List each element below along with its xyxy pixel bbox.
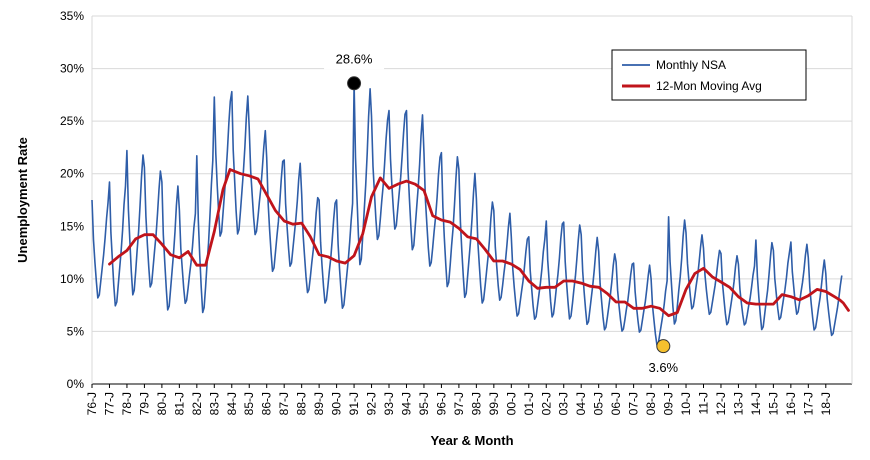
x-tick-label: 83-J: [207, 392, 221, 415]
y-tick-label: 20%: [60, 167, 84, 181]
y-tick-label: 30%: [60, 62, 84, 76]
x-tick-label: 99-J: [487, 392, 501, 415]
x-tick-label: 16-J: [784, 392, 798, 415]
peak-label-background: [324, 49, 385, 70]
x-tick-label: 02-J: [539, 392, 553, 415]
y-tick-label: 15%: [60, 219, 84, 233]
x-tick-label: 17-J: [801, 392, 815, 415]
legend-box: [611, 49, 807, 101]
series-12-mon-moving-avg: [108, 168, 850, 318]
x-tick-label: 82-J: [190, 392, 204, 415]
legend-label-monthly-nsa: Monthly NSA: [656, 58, 726, 72]
x-tick-label: 18-J: [819, 392, 833, 415]
peak-label: 28.6%: [336, 51, 373, 66]
x-tick-label: 08-J: [644, 392, 658, 415]
y-tick-label: 10%: [60, 272, 84, 286]
x-tick-label: 77-J: [102, 392, 116, 415]
x-tick-label: 01-J: [522, 392, 536, 415]
x-tick-label: 87-J: [277, 392, 291, 415]
x-tick-label: 95-J: [417, 392, 431, 415]
x-tick-label: 00-J: [504, 392, 518, 415]
x-tick-label: 84-J: [225, 392, 239, 415]
x-tick-label: 76-J: [85, 392, 99, 415]
x-tick-label: 12-J: [714, 392, 728, 415]
x-tick-label: 90-J: [330, 392, 344, 415]
annotations: 28.6% 3.6%: [324, 49, 679, 375]
y-axis-title: Unemployment Rate: [15, 137, 30, 263]
x-tick-label: 97-J: [452, 392, 466, 415]
x-tick-label: 09-J: [662, 392, 676, 415]
x-tick-label: 11-J: [696, 392, 710, 414]
x-tick-label: 79-J: [137, 392, 151, 415]
x-tick-label: 89-J: [312, 392, 326, 415]
x-tick-label: 81-J: [172, 392, 186, 415]
x-tick-label: 98-J: [469, 392, 483, 415]
x-tick-label: 78-J: [120, 392, 134, 415]
x-tick-label: 07-J: [627, 392, 641, 415]
x-tick-label: 05-J: [592, 392, 606, 415]
x-tick-label: 13-J: [731, 392, 745, 415]
line-monthly-nsa: [91, 82, 843, 346]
y-tick-label: 0%: [67, 377, 85, 391]
x-tick-label: 93-J: [382, 392, 396, 415]
x-tick-label: 88-J: [295, 392, 309, 415]
low-label: 3.6%: [648, 360, 678, 375]
x-tick-label: 04-J: [574, 392, 588, 415]
x-tick-label: 14-J: [749, 392, 763, 415]
x-tick-label: 86-J: [260, 392, 274, 415]
x-axis-title: Year & Month: [430, 433, 513, 448]
x-tick-label: 06-J: [609, 392, 623, 415]
low-marker: [656, 339, 671, 354]
x-tick-label: 80-J: [155, 392, 169, 415]
peak-marker: [347, 76, 362, 91]
y-axis-ticks: 0% 5% 10% 15% 20% 25% 30% 35%: [60, 9, 84, 391]
legend-label-moving-avg: 12-Mon Moving Avg: [656, 79, 762, 93]
x-tick-label: 91-J: [347, 392, 361, 415]
line-12-mon-moving-avg: [108, 168, 850, 318]
x-tick-label: 85-J: [242, 392, 256, 415]
x-tick-label: 92-J: [365, 392, 379, 415]
x-tick-label: 15-J: [766, 392, 780, 415]
legend: Monthly NSA 12-Mon Moving Avg: [611, 49, 807, 101]
x-tick-label: 03-J: [557, 392, 571, 415]
y-tick-label: 5%: [67, 324, 85, 338]
x-axis-ticks: 76-J 77-J 78-J 79-J 80-J 81-J 82-J 83-J 84-J 85-J…: [85, 384, 833, 415]
x-tick-label: 96-J: [434, 392, 448, 415]
y-tick-label: 25%: [60, 114, 84, 128]
y-tick-label: 35%: [60, 9, 84, 23]
x-tick-label: 10-J: [679, 392, 693, 415]
x-tick-label: 94-J: [399, 392, 413, 415]
series-monthly-nsa: [91, 82, 843, 346]
